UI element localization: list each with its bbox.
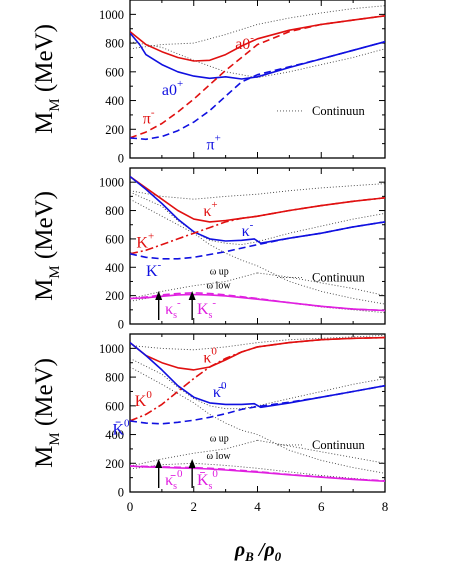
legend-text: Continuun [312,104,366,118]
y-tick-label: 800 [105,204,124,218]
continuum-line [130,462,385,482]
series-label: K0 [135,389,153,410]
series-label: K+ [136,230,154,251]
series-line-κ+ [130,175,385,223]
panel-2: 0 200 400 600 800 1000 MM (MeV) κ+ κ- K+ K-ω up ω l… [31,167,386,332]
y-axis-title: MM (MeV) [31,358,63,468]
y-tick-label: 0 [118,152,124,166]
y-tick-label: 0 [118,318,124,332]
continuum-line [130,334,385,351]
series-label: π+ [207,132,221,153]
x-tick-label: 4 [254,499,261,514]
continuum-line [130,366,385,474]
series-line-κ̄0 [130,341,385,409]
x-tick-label: 6 [318,499,325,514]
arrow-head [188,459,196,468]
y-tick-label: 200 [105,289,124,303]
x-tick-label: 8 [382,499,389,514]
series-label: ω up [210,266,229,277]
series-label: κ̄s0 [165,468,183,492]
series-label: ω low [207,451,232,462]
series-line-κ0 [130,336,385,371]
y-tick-label: 800 [105,37,124,51]
y-axis-title: MM (MeV) [31,24,63,134]
series-label: K̄s0 [197,468,218,492]
y-tick-label: 600 [105,399,124,413]
legend-text: Continuun [312,438,366,452]
y-tick-label: 200 [105,457,124,471]
series-label: κ0 [203,346,217,367]
arrow-head [155,291,163,300]
series-label: ω low [207,281,232,292]
series-label: a0+ [162,78,183,99]
continuum-line [130,191,385,246]
y-tick-label: 1000 [99,176,124,190]
series-line-a0+ [130,32,385,80]
panel-1: 0 200 400 600 800 1000 MM (MeV) a0- a0+ π-π+ Conti… [31,0,386,166]
x-axis-title: ρB /ρ0 [234,539,282,564]
series-label: Ks- [197,297,216,321]
plot-area [130,5,385,141]
series-label: κ- [242,219,254,240]
series-line-K+ [130,197,385,255]
series-line-π+ [130,40,385,141]
continuum-line [257,272,385,297]
y-tick-label: 400 [105,428,124,442]
continuum-line [130,439,258,467]
series-label: κ̄0 [213,380,227,401]
series-line-a0- [130,15,385,62]
plot-area [130,175,385,314]
y-tick-label: 1000 [99,342,124,356]
series-line-κ- [130,175,385,244]
series-label: K- [146,259,162,280]
series-line-π- [130,15,385,139]
series-label: ω up [210,434,229,445]
legend-text: Continuun [312,270,366,284]
series-line-K0 [130,336,385,422]
x-tick-label: 0 [127,499,134,514]
series-line-K̄0 [130,384,385,425]
continuum-line [257,439,385,464]
y-tick-label: 400 [105,261,124,275]
y-tick-label: 600 [105,232,124,246]
y-tick-label: 1000 [99,8,124,22]
y-tick-label: 800 [105,371,124,385]
y-tick-label: 200 [105,123,124,137]
continuum-line [130,5,385,50]
panel-3: 0 200 400 600 800 1000 0 2 4 6 8 MM (MeV) κ0 κ̄0 K0 K̄0… [31,333,389,514]
y-tick-label: 400 [105,94,124,108]
arrow-head [188,291,196,300]
series-label: κ+ [203,199,217,220]
y-axis-title: MM (MeV) [31,191,63,301]
series-label: a0- [235,32,254,53]
series-label: κs- [165,297,181,321]
y-tick-label: 600 [105,65,124,79]
y-tick-label: 0 [118,486,124,500]
series-label: π- [143,107,155,128]
series-label: K̄0 [112,418,130,439]
plot-area [130,334,385,482]
arrow-head [155,459,163,468]
continuum-line [130,272,258,299]
continuum-line [130,41,385,79]
continuum-line [130,183,385,200]
x-tick-label: 2 [191,499,198,514]
continuum-line [130,357,385,410]
continuum-line [130,198,385,305]
